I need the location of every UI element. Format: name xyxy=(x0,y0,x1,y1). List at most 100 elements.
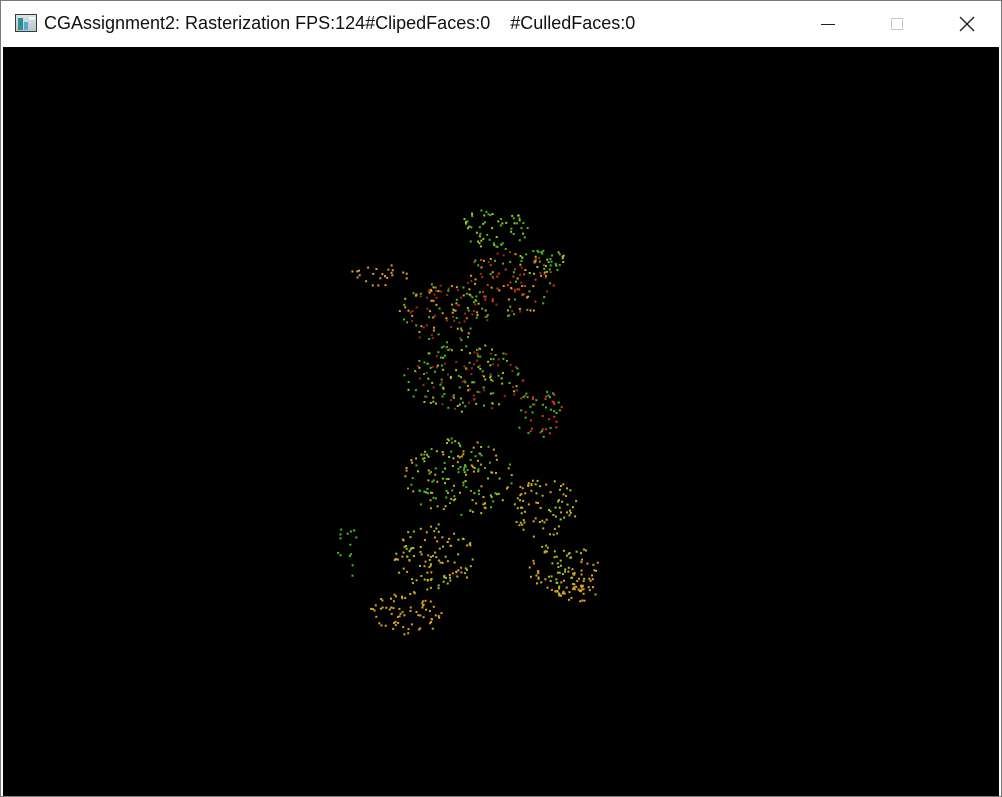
point xyxy=(543,272,546,275)
point xyxy=(484,467,486,470)
point xyxy=(539,485,542,488)
point xyxy=(549,271,552,274)
point xyxy=(469,544,472,547)
point xyxy=(427,389,429,392)
point xyxy=(482,496,485,498)
point xyxy=(467,401,470,404)
point xyxy=(548,418,551,421)
point xyxy=(447,406,450,409)
point xyxy=(426,571,429,574)
point xyxy=(478,452,481,455)
point xyxy=(552,514,555,516)
point xyxy=(457,569,460,572)
point xyxy=(527,485,530,487)
point xyxy=(419,551,422,553)
point xyxy=(417,470,419,473)
close-button[interactable] xyxy=(932,1,1001,47)
point xyxy=(452,394,455,397)
maximize-button[interactable] xyxy=(862,1,932,47)
point xyxy=(544,275,547,277)
point xyxy=(435,303,438,306)
point xyxy=(431,492,434,494)
point xyxy=(441,477,444,480)
point xyxy=(390,606,393,609)
point xyxy=(397,621,400,624)
point xyxy=(546,546,549,549)
point xyxy=(456,461,459,464)
point xyxy=(531,398,534,401)
point xyxy=(540,274,542,277)
point xyxy=(556,571,559,574)
point xyxy=(502,254,505,257)
point xyxy=(545,518,548,521)
point xyxy=(497,272,500,275)
point xyxy=(506,486,509,489)
point xyxy=(444,362,447,365)
point xyxy=(427,455,430,458)
point xyxy=(570,556,572,559)
point xyxy=(589,579,592,582)
render-viewport[interactable] xyxy=(3,47,999,796)
point xyxy=(522,292,525,295)
point xyxy=(555,555,558,558)
minimize-button[interactable] xyxy=(793,1,863,47)
point xyxy=(422,616,425,619)
point xyxy=(441,536,444,539)
point xyxy=(412,490,415,493)
point xyxy=(395,595,397,598)
point xyxy=(587,586,590,589)
point xyxy=(547,261,550,264)
point xyxy=(475,299,478,302)
point xyxy=(526,227,529,229)
app-window-icon[interactable] xyxy=(15,14,37,32)
point xyxy=(553,480,556,483)
point xyxy=(541,428,544,431)
point xyxy=(482,259,485,262)
point xyxy=(549,396,551,399)
point xyxy=(429,366,432,369)
point xyxy=(453,561,456,564)
point xyxy=(558,499,560,502)
point xyxy=(469,458,472,461)
point xyxy=(478,242,481,245)
point xyxy=(423,457,426,460)
point xyxy=(552,533,555,536)
point xyxy=(448,456,451,458)
point xyxy=(524,510,526,513)
title-bar[interactable]: CGAssignment2: Rasterization FPS:124#Cli… xyxy=(1,1,1001,47)
point xyxy=(435,527,438,530)
point xyxy=(471,296,474,299)
point xyxy=(407,381,410,383)
point xyxy=(487,213,490,216)
point xyxy=(539,431,542,434)
point xyxy=(457,442,460,445)
point xyxy=(591,574,593,577)
point xyxy=(339,533,342,536)
point xyxy=(442,508,445,511)
point xyxy=(477,459,479,462)
point xyxy=(441,312,444,315)
point xyxy=(393,593,396,596)
point xyxy=(402,551,405,554)
point xyxy=(428,566,431,569)
point xyxy=(519,255,522,257)
point xyxy=(582,580,585,583)
point xyxy=(568,514,571,517)
point xyxy=(530,489,533,492)
window-title: CGAssignment2: Rasterization FPS:124#Cli… xyxy=(44,13,636,33)
point xyxy=(502,262,504,265)
point xyxy=(445,319,448,322)
point xyxy=(468,293,471,296)
point xyxy=(429,578,432,581)
point xyxy=(541,403,544,406)
point xyxy=(456,405,459,407)
point xyxy=(534,483,537,486)
point xyxy=(426,307,429,310)
point xyxy=(544,550,547,553)
point xyxy=(522,396,525,398)
point xyxy=(457,538,460,541)
point xyxy=(529,419,532,422)
point xyxy=(536,266,539,268)
point xyxy=(415,464,418,467)
point xyxy=(447,439,450,442)
